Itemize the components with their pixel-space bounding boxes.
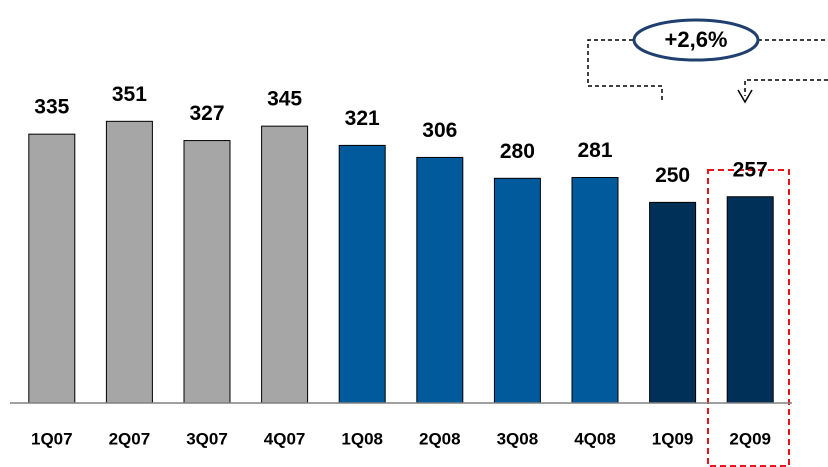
x-tick-label: 2Q08 [419, 429, 461, 448]
bar [493, 177, 541, 404]
value-label: 306 [422, 119, 457, 142]
x-tick-label: 1Q08 [341, 429, 383, 448]
value-label: 345 [267, 88, 302, 111]
bracket-arrow [744, 79, 828, 96]
arrow-head [737, 89, 753, 104]
value-label: 327 [189, 102, 224, 125]
bar [338, 144, 386, 404]
bracket-left [587, 39, 663, 100]
x-tick-label: 1Q07 [31, 429, 73, 448]
x-tick-label: 2Q09 [729, 429, 771, 448]
bar [261, 125, 309, 404]
bar [726, 196, 774, 404]
x-tick-label: 4Q08 [574, 429, 616, 448]
value-label: 280 [500, 140, 535, 163]
value-label: 257 [733, 158, 768, 181]
bar [105, 120, 153, 404]
x-tick-label: 3Q08 [497, 429, 539, 448]
bar [183, 140, 231, 404]
x-tick-label: 2Q07 [109, 429, 151, 448]
value-label: 335 [34, 96, 69, 119]
value-label: 351 [112, 83, 147, 106]
value-label: 250 [655, 164, 690, 187]
annotation: +2,6% [665, 27, 728, 52]
annotation-ellipse [632, 18, 760, 62]
x-tick-label: 1Q09 [652, 429, 694, 448]
x-tick-label: 4Q07 [264, 429, 306, 448]
bar [571, 176, 619, 404]
value-label: 321 [345, 107, 380, 130]
bar [649, 201, 697, 404]
x-tick-label: 3Q07 [186, 429, 228, 448]
highlight-box [707, 169, 790, 467]
bar [28, 133, 76, 404]
value-label: 281 [577, 139, 612, 162]
bar [416, 156, 464, 404]
